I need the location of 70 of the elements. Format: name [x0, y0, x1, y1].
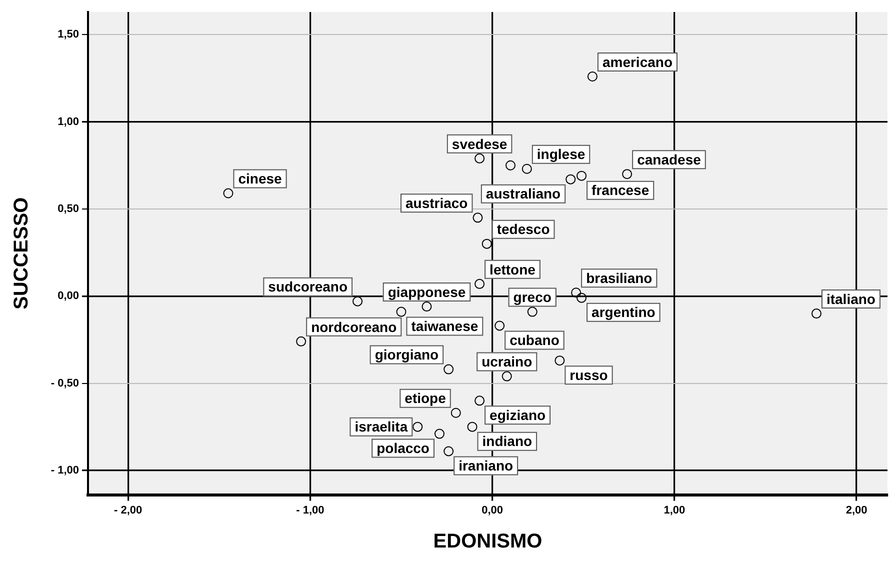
- y-tick-label: 0,50: [58, 202, 79, 215]
- data-label: inglese: [536, 146, 586, 162]
- data-label: iraniano: [458, 458, 514, 474]
- y-axis-title: SUCCESSO: [10, 197, 33, 310]
- point: [474, 278, 485, 289]
- data-label: russo: [570, 366, 608, 383]
- point: [450, 408, 461, 418]
- point: [554, 356, 565, 366]
- data-label: sudcoreano: [268, 278, 348, 295]
- x-tick-label: - 1,00: [296, 504, 324, 516]
- data-label: austriaco: [405, 195, 468, 212]
- point: [622, 169, 632, 180]
- point: [506, 160, 516, 170]
- point: [527, 306, 538, 317]
- point: [566, 174, 576, 184]
- x-axis-title: EDONISMO: [433, 530, 542, 553]
- data-label: cinese: [238, 170, 282, 187]
- data-label: svedese: [452, 136, 508, 152]
- point: [576, 292, 587, 303]
- y-tick-label: - 0,50: [50, 377, 79, 390]
- point: [422, 302, 432, 312]
- point: [444, 446, 454, 456]
- data-label: greco: [513, 289, 552, 306]
- point: [474, 153, 485, 164]
- data-label: indiano: [482, 433, 532, 450]
- point: [576, 170, 587, 181]
- point: [502, 371, 512, 382]
- data-label: ucraino: [482, 354, 532, 370]
- point: [522, 164, 532, 174]
- x-tick-label: 2,00: [846, 504, 868, 516]
- data-label: giapponese: [388, 284, 466, 300]
- data-label: brasiliano: [586, 270, 652, 286]
- y-tick-label: 0,00: [58, 290, 79, 302]
- point: [571, 288, 582, 298]
- data-label: cubano: [510, 332, 560, 348]
- point: [223, 188, 234, 198]
- point: [472, 212, 483, 223]
- data-label: egiziano: [490, 407, 546, 424]
- x-tick-label: - 2,00: [114, 504, 142, 516]
- data-label: etiope: [404, 390, 446, 406]
- x-tick-label: 1,00: [664, 504, 686, 516]
- point: [444, 364, 454, 374]
- point: [412, 422, 423, 432]
- data-label: americano: [602, 54, 673, 70]
- point: [467, 422, 478, 432]
- point: [587, 71, 598, 82]
- point: [811, 308, 822, 319]
- x-tick-label: 0,00: [482, 504, 504, 516]
- point: [352, 296, 363, 306]
- y-tick-label: 1,00: [58, 116, 79, 128]
- data-label: nordcoreano: [311, 318, 397, 335]
- point: [396, 306, 406, 317]
- data-label: argentino: [592, 304, 656, 320]
- data-label: francese: [592, 182, 650, 198]
- data-label: polacco: [376, 440, 430, 456]
- data-label: italiano: [826, 290, 876, 307]
- data-label: israelita: [354, 418, 408, 435]
- data-label: taiwanese: [411, 318, 478, 334]
- data-label: lettone: [490, 261, 536, 278]
- y-tick-label: - 1,00: [50, 464, 79, 476]
- point: [296, 336, 306, 346]
- point: [434, 428, 444, 439]
- data-label: tedesco: [496, 221, 550, 238]
- data-label: australiano: [486, 186, 561, 202]
- data-label: giorgiano: [374, 346, 439, 363]
- data-label: canadese: [637, 151, 702, 168]
- point: [494, 320, 505, 331]
- point: [474, 396, 485, 406]
- point: [482, 238, 492, 249]
- y-tick-label: 1,50: [58, 28, 79, 41]
